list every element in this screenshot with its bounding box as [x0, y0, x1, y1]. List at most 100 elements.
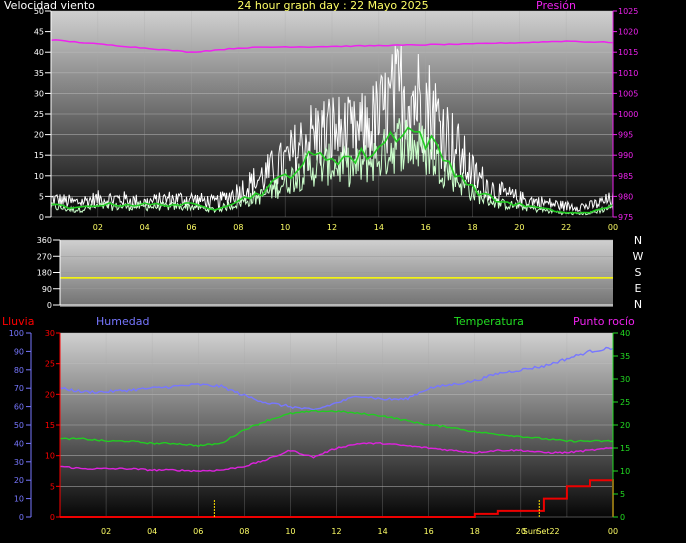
wind-x-tick-label: 14	[374, 223, 384, 232]
wind-tick-label: 15	[34, 151, 44, 160]
weather-x-tick-label: 04	[147, 527, 157, 536]
weather-x-tick-label: 12	[331, 527, 341, 536]
wind-x-tick-label: 08	[233, 223, 243, 232]
wind-tick-label: 50	[34, 7, 44, 16]
rain-tick-label: 10	[45, 452, 55, 461]
temperature-tick-label: 10	[620, 467, 630, 476]
temperature-series	[59, 409, 614, 448]
pressure-tick-label: 1020	[618, 28, 638, 37]
sunset-label: Set22	[536, 527, 559, 536]
wind-x-tick-label: 12	[327, 223, 337, 232]
pressure-tick-label: 1005	[618, 89, 638, 98]
wind-x-tick-label: 04	[140, 223, 150, 232]
temperature-tick-label: 35	[620, 352, 630, 361]
temperature-tick-label: 25	[620, 398, 630, 407]
rain-tick-label: 20	[45, 390, 55, 399]
compass-label: W	[633, 250, 644, 263]
wind-x-tick-label: 18	[467, 223, 477, 232]
wind-tick-label: 35	[34, 69, 44, 78]
direction-tick-label: 180	[37, 269, 52, 278]
wind-tick-label: 40	[34, 48, 44, 57]
compass-label: S	[635, 266, 642, 279]
pressure-tick-label: 990	[618, 151, 633, 160]
humidity-tick-label: 60	[14, 403, 24, 412]
humidity-tick-label: 50	[14, 421, 24, 430]
wind-tick-label: 0	[39, 213, 44, 222]
temperature-tick-label: 15	[620, 444, 630, 453]
wind-x-tick-label: 10	[280, 223, 290, 232]
humidity-tick-label: 30	[14, 458, 24, 467]
pressure-tick-label: 985	[618, 172, 633, 181]
pressure-series	[50, 39, 614, 53]
compass-label: E	[635, 282, 642, 295]
temperature-tick-label: 5	[620, 490, 625, 499]
humidity-tick-label: 20	[14, 476, 24, 485]
wind-x-tick-label: 16	[421, 223, 431, 232]
rain-tick-label: 5	[50, 482, 55, 491]
wind-x-tick-label: 02	[93, 223, 103, 232]
weather-x-tick-label: 00	[608, 527, 618, 536]
weather-x-tick-label: 20	[516, 527, 526, 536]
rain-tick-label: 25	[45, 360, 55, 369]
rain-series	[60, 479, 614, 518]
rain-tick-label: 0	[50, 513, 55, 522]
wind-x-tick-label: 22	[561, 223, 571, 232]
pressure-tick-label: 995	[618, 131, 633, 140]
pressure-tick-label: 1025	[618, 7, 638, 16]
temperature-tick-label: 0	[620, 513, 625, 522]
wind-tick-label: 25	[34, 110, 44, 119]
graph-title: 24 hour graph day : 22 Mayo 2025	[237, 0, 428, 12]
rain-label: Lluvia	[2, 315, 34, 328]
weather-x-tick-label: 08	[239, 527, 249, 536]
temperature-tick-label: 20	[620, 421, 630, 430]
compass-label: N	[634, 234, 642, 247]
pressure-tick-label: 1015	[618, 48, 638, 57]
wind-x-tick-label: 20	[514, 223, 524, 232]
pressure-label: Presión	[536, 0, 576, 12]
wind-x-tick-label: 06	[186, 223, 196, 232]
direction-plot-area	[60, 240, 613, 307]
direction-tick-label: 90	[42, 285, 52, 294]
dew-point-series	[59, 441, 614, 473]
humidity-tick-label: 10	[14, 495, 24, 504]
wind-average-trend	[50, 126, 614, 214]
humidity-series	[59, 346, 614, 411]
humidity-tick-label: 80	[14, 366, 24, 375]
wind-x-tick-label: 00	[608, 223, 618, 232]
humidity-tick-label: 40	[14, 439, 24, 448]
temperature-tick-label: 30	[620, 375, 630, 384]
pressure-tick-label: 980	[618, 192, 633, 201]
wind-speed-label: Velocidad viento	[4, 0, 95, 12]
humidity-label: Humedad	[96, 315, 149, 328]
rain-tick-label: 15	[45, 421, 55, 430]
wind-tick-label: 20	[34, 131, 44, 140]
humidity-tick-label: 70	[14, 384, 24, 393]
direction-tick-label: 0	[47, 301, 52, 310]
direction-tick-label: 360	[37, 236, 52, 245]
pressure-tick-label: 1000	[618, 110, 638, 119]
direction-tick-label: 270	[37, 252, 52, 261]
wind-tick-label: 5	[39, 192, 44, 201]
temperature-tick-label: 40	[620, 329, 630, 338]
rain-tick-label: 30	[45, 329, 55, 338]
dew-point-label: Punto rocío	[573, 315, 635, 328]
compass-label: N	[634, 298, 642, 311]
wind-tick-label: 30	[34, 89, 44, 98]
weather-x-tick-label: 02	[101, 527, 111, 536]
wind-tick-label: 10	[34, 172, 44, 181]
weather-x-tick-label: 10	[285, 527, 295, 536]
weather-x-tick-label: 18	[470, 527, 480, 536]
wind-gust-series	[50, 44, 614, 213]
pressure-tick-label: 1010	[618, 69, 638, 78]
weather-x-tick-label: 06	[193, 527, 203, 536]
weather-x-tick-label: 14	[377, 527, 387, 536]
humidity-tick-label: 0	[19, 513, 24, 522]
pressure-tick-label: 975	[618, 213, 633, 222]
weather-x-tick-label: 16	[424, 527, 434, 536]
sunrise-label: Sun	[523, 527, 538, 536]
humidity-tick-label: 90	[14, 347, 24, 356]
humidity-tick-label: 100	[9, 329, 24, 338]
temperature-label: Temperatura	[453, 315, 524, 328]
wind-tick-label: 45	[34, 28, 44, 37]
